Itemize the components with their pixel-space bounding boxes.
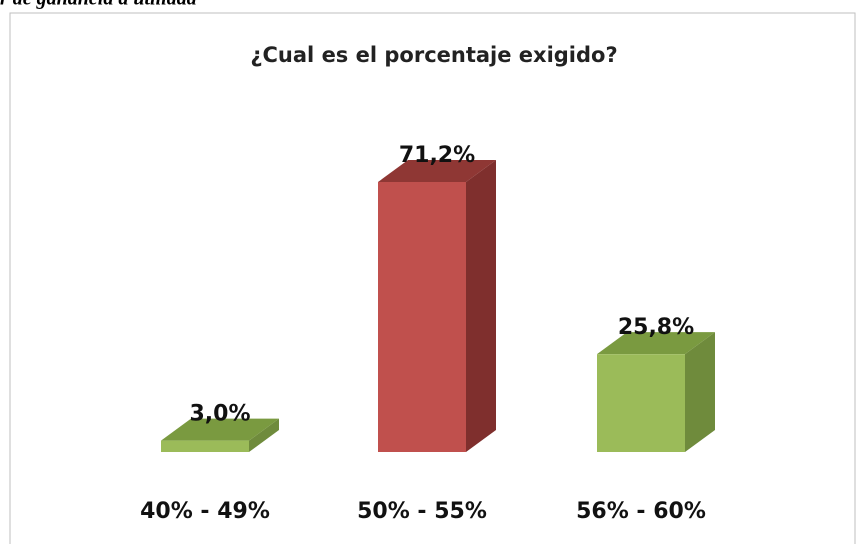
bar (378, 182, 466, 452)
bar (597, 354, 685, 452)
bar-side (249, 418, 279, 452)
header-text: r de ganancia a utilidad (0, 0, 198, 10)
bar-top (378, 160, 496, 182)
bar (161, 440, 249, 452)
data-label: 71,2% (399, 143, 475, 168)
bar-top (597, 332, 715, 355)
bar-side (466, 160, 496, 452)
x-tick-label: 50% - 55% (357, 499, 487, 524)
data-label: 3,0% (189, 402, 250, 427)
bar-top (161, 418, 279, 441)
x-tick-label: 56% - 60% (576, 499, 706, 524)
x-tick-label: 40% - 49% (140, 499, 270, 524)
data-label: 25,8% (618, 315, 694, 340)
chart-title: ¿Cual es el porcentaje exigido? (250, 43, 617, 67)
bar-side (685, 332, 715, 452)
